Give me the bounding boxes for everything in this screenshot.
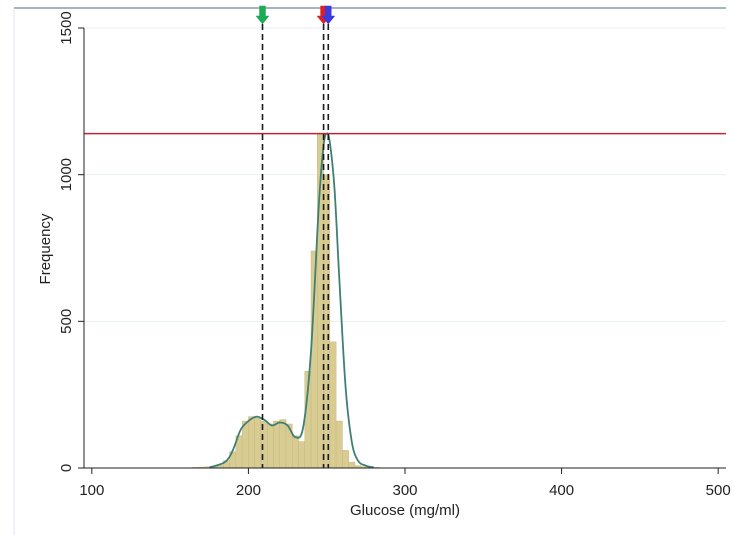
- y-tick-label: 0: [58, 464, 75, 472]
- y-tick-label: 1500: [58, 11, 75, 44]
- y-axis-label: Frequency: [37, 213, 54, 284]
- x-tick-label: 100: [79, 482, 104, 499]
- histogram-bar: [279, 419, 287, 469]
- histogram-bar: [298, 441, 306, 469]
- x-tick-label: 300: [392, 482, 417, 499]
- histogram-bar: [248, 416, 255, 469]
- curve-layer: [208, 132, 374, 469]
- grid-layer: [13, 7, 726, 535]
- histogram-bar: [329, 341, 337, 469]
- histogram-bar: [254, 417, 262, 469]
- x-tick-label: 400: [549, 482, 574, 499]
- y-tick-label: 1000: [58, 158, 75, 191]
- histogram-bar: [292, 435, 299, 469]
- histogram-bar: [342, 450, 349, 469]
- histogram-bar: [273, 420, 280, 469]
- arrow-marker: [255, 5, 270, 25]
- axes-layer: 0 500 1000 1500 100 200 300 400 500: [58, 11, 731, 499]
- x-axis-label: Glucose (mg/ml): [350, 502, 460, 519]
- y-tick-label: 500: [58, 309, 75, 334]
- histogram-bar: [241, 420, 249, 469]
- x-tick-label: 500: [706, 482, 731, 499]
- histogram-bar: [266, 423, 274, 469]
- density-curve: [208, 132, 374, 469]
- reference-lines-layer: [84, 24, 726, 468]
- histogram-bar: [335, 420, 343, 469]
- bars-layer: [191, 133, 393, 469]
- arrow-marker: [321, 5, 336, 25]
- markers-layer: [255, 5, 336, 25]
- x-tick-label: 200: [236, 482, 261, 499]
- histogram-bar: [348, 461, 356, 469]
